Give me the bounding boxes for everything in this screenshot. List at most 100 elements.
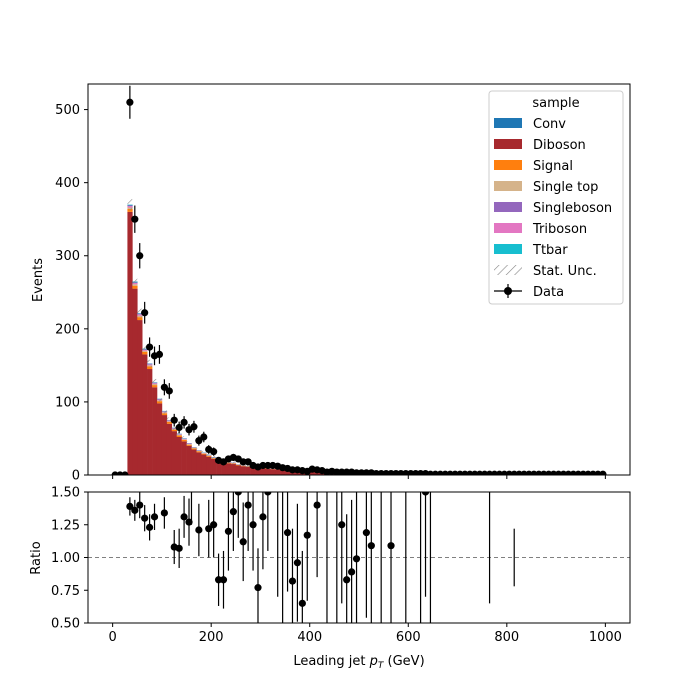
ratio-point (145, 523, 154, 531)
bar-diboson (265, 468, 271, 475)
ratio-point (283, 529, 292, 537)
ratio-point (288, 577, 297, 585)
bar-diboson (181, 441, 187, 475)
bar-diboson (127, 211, 133, 475)
ratio-point (229, 508, 237, 516)
legend-entry-signal: Signal (494, 159, 573, 174)
stat-unc-band (137, 308, 143, 318)
bar-diboson (255, 468, 261, 475)
bar-signal (156, 401, 163, 404)
bar-diboson (221, 461, 227, 475)
bar-signal (132, 285, 138, 289)
bar-signal (161, 413, 168, 416)
main-x-ticks (112, 475, 606, 479)
legend-label: Ttbar (532, 243, 568, 258)
y-tick-label: 1.25 (51, 518, 80, 533)
legend-swatch (494, 223, 522, 233)
main-panel: 0 100 200 300 400 500 Events (31, 83, 631, 484)
bar-diboson (147, 369, 153, 475)
bar-diboson (270, 469, 276, 475)
legend-title: sample (532, 96, 579, 111)
y-tick-label: 0 (72, 469, 80, 484)
data-point (190, 423, 198, 431)
legend-swatch (494, 244, 522, 254)
stat-unc-band (161, 408, 167, 414)
data-point (165, 387, 173, 395)
bar-diboson (176, 436, 182, 475)
ratio-point (249, 521, 257, 529)
ratio-point (185, 518, 193, 526)
bar-diboson (156, 403, 163, 475)
ratio-point (259, 513, 267, 521)
data-point (175, 423, 183, 432)
data-point (195, 437, 203, 445)
bar-diboson (196, 452, 202, 475)
stat-unc-band (245, 464, 251, 468)
data-point (141, 309, 149, 317)
bar-signal (196, 451, 202, 453)
ratio-point (254, 584, 262, 592)
data-point (239, 458, 247, 466)
ratio-point (160, 509, 168, 517)
ratio-panel: 0 200 400 600 800 1000 0.50 0.75 1.00 1.25 1.50 R… (29, 486, 631, 671)
bar-signal (142, 351, 148, 355)
main-axes-frame (87, 83, 631, 476)
data-point (259, 461, 267, 470)
stat-unc-band (181, 436, 187, 441)
y-tick-label: 1.00 (51, 551, 80, 566)
legend-swatch (494, 160, 522, 170)
x-tick-label: 200 (199, 630, 224, 645)
legend-label: Triboson (532, 222, 587, 237)
ratio-point (234, 492, 242, 496)
ratio-point (313, 501, 321, 509)
y-tick-label: 300 (55, 249, 80, 264)
data-point (131, 215, 139, 223)
bar-signal (186, 444, 192, 446)
bar-diboson (309, 471, 315, 475)
data-point (170, 416, 178, 424)
x-tick-label: 1000 (589, 630, 622, 645)
bar-diboson (235, 465, 242, 475)
bar-diboson (161, 415, 168, 475)
bar-signal (147, 366, 153, 370)
bar-signal (171, 429, 177, 432)
bar-signal (176, 435, 182, 437)
stat-unc-band (127, 198, 133, 211)
ratio-point (348, 568, 356, 576)
ratio-point (352, 555, 361, 563)
stat-unc-band (166, 417, 172, 423)
ratio-point (150, 513, 159, 521)
legend-entry-ttbar: Ttbar (494, 243, 568, 258)
ratio-point (195, 526, 203, 534)
data-point (200, 433, 208, 441)
ratio-point (338, 521, 346, 529)
legend-swatch-hatch (494, 265, 522, 275)
ratio-point (224, 527, 233, 535)
data-point (210, 448, 218, 456)
stat-unc-band (142, 344, 148, 353)
legend-label: Singleboson (533, 201, 612, 216)
stat-unc-band (156, 395, 162, 402)
stat-unc-band (201, 450, 207, 455)
ratio-point (298, 599, 306, 607)
y-tick-label: 0.50 (51, 617, 80, 632)
ratio-point (180, 513, 188, 521)
ratio-point (214, 576, 223, 584)
legend-entry-singleboson: Singleboson (494, 201, 612, 216)
x-tick-label: 800 (494, 630, 519, 645)
bar-diboson (275, 469, 281, 475)
legend-entry-stat-unc: Stat. Unc. (494, 264, 597, 279)
legend-swatch (494, 181, 522, 191)
ratio-point (293, 559, 302, 567)
x-tick-label: 400 (297, 630, 322, 645)
legend-label: Data (533, 285, 564, 300)
data-point (288, 466, 297, 474)
legend-box (488, 90, 624, 305)
data-point (121, 471, 129, 475)
bar-diboson (137, 320, 143, 475)
bar-signal (166, 422, 173, 424)
y-tick-label: 100 (55, 395, 80, 410)
ratio-point (387, 542, 395, 550)
legend-entry-single-top: Single top (494, 180, 598, 195)
bar-diboson (225, 463, 232, 475)
